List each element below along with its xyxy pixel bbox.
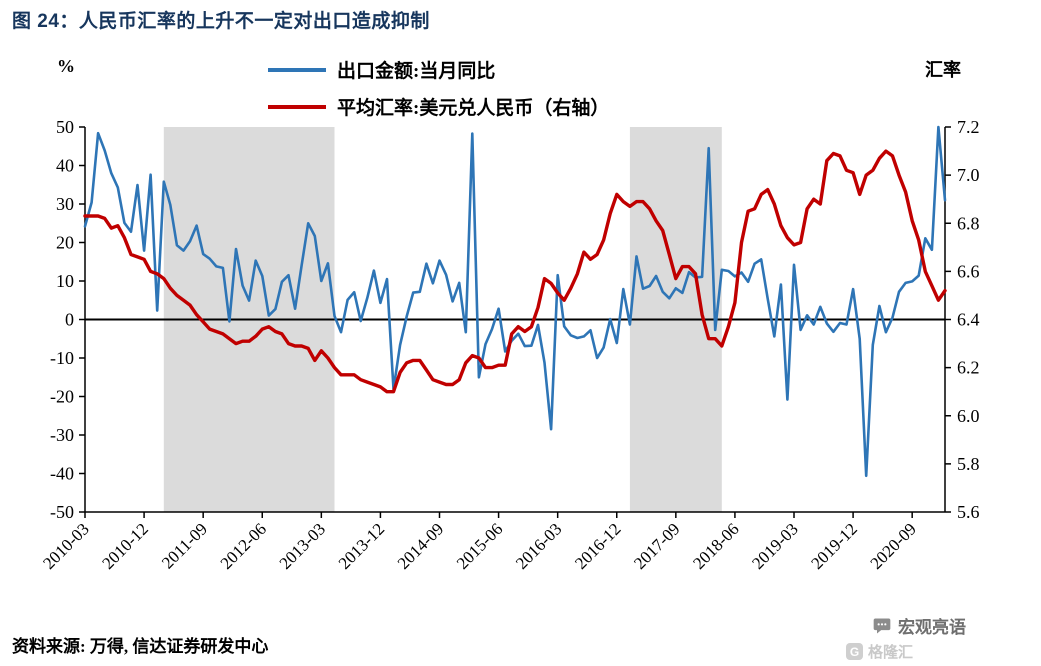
x-tick-label: 2014-09 (394, 519, 448, 573)
x-tick-label: 2013-12 (335, 519, 389, 573)
x-tick-label: 2010-03 (39, 519, 93, 573)
legend-item-fx: 平均汇率:美元兑人民币（右轴） (268, 93, 609, 120)
legend-swatch-blue (268, 67, 326, 72)
right-tick-label: 6.6 (957, 261, 980, 281)
speech-bubble-icon (873, 618, 891, 633)
x-tick-label: 2013-03 (276, 519, 330, 573)
left-tick-label: 30 (56, 194, 74, 214)
right-tick-label: 6.2 (957, 358, 980, 378)
left-axis-unit: % (57, 56, 75, 76)
left-tick-label: 50 (56, 117, 74, 137)
left-tick-label: 10 (56, 271, 74, 291)
x-tick-label: 2017-09 (630, 519, 684, 573)
right-tick-label: 6.4 (957, 310, 980, 330)
left-tick-label: 0 (65, 310, 74, 330)
watermark-text: 宏观亮语 (898, 618, 966, 637)
right-tick-label: 7.2 (957, 117, 980, 137)
source-note: 资料来源: 万得, 信达证券研发中心 (12, 637, 269, 656)
watermark-hongguanliangyu: 宏观亮语 (872, 613, 966, 638)
left-tick-label: -30 (50, 425, 74, 445)
x-tick-label: 2016-12 (571, 519, 625, 573)
x-tick-label: 2015-06 (453, 519, 507, 573)
gelonghui-text: 格隆汇 (868, 645, 914, 661)
x-tick-label: 2010-12 (98, 519, 152, 573)
left-tick-label: 40 (56, 156, 74, 176)
watermark-gelonghui: G 格隆汇 (846, 641, 913, 662)
left-tick-label: -10 (50, 348, 74, 368)
left-tick-label: -50 (50, 502, 74, 522)
right-tick-label: 6.0 (957, 406, 980, 426)
legend-label-fx: 平均汇率:美元兑人民币（右轴） (337, 98, 610, 119)
x-tick-label: 2019-03 (748, 519, 802, 573)
x-tick-label: 2016-03 (512, 519, 566, 573)
left-tick-label: -20 (50, 387, 74, 407)
legend-label-export: 出口金额:当月同比 (337, 61, 496, 82)
x-tick-label: 2018-06 (689, 519, 743, 573)
series-line-1 (83, 149, 947, 394)
right-tick-label: 5.6 (957, 502, 980, 522)
gelonghui-logo-icon: G (846, 643, 863, 660)
legend-item-export: 出口金额:当月同比 (268, 56, 609, 83)
x-tick-label: 2019-12 (807, 519, 861, 573)
legend-swatch-red (268, 104, 326, 109)
right-axis-unit: 汇率 (925, 60, 961, 80)
right-tick-label: 7.0 (957, 165, 980, 185)
x-tick-label: 2020-09 (867, 519, 921, 573)
left-tick-label: -40 (50, 464, 74, 484)
page-title: 图 24：人民币汇率的上升不一定对出口造成抑制 (12, 11, 430, 32)
x-tick-label: 2011-09 (158, 519, 211, 572)
right-tick-label: 6.8 (957, 213, 980, 233)
x-tick-label: 2012-06 (217, 519, 271, 573)
legend: 出口金额:当月同比 平均汇率:美元兑人民币（右轴） (268, 56, 609, 120)
series-line-0 (83, 125, 947, 478)
right-tick-label: 5.8 (957, 454, 980, 474)
left-tick-label: 20 (56, 233, 74, 253)
